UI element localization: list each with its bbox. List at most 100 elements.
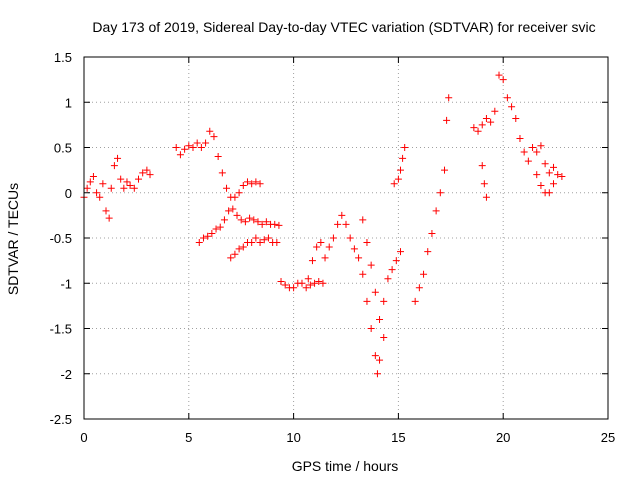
x-tick-label: 10 [286, 430, 300, 445]
data-point [176, 151, 184, 159]
data-point [411, 297, 419, 305]
data-point [197, 144, 205, 151]
data-point [260, 236, 268, 244]
data-point [338, 211, 346, 219]
data-point [315, 277, 323, 285]
data-point [105, 214, 113, 222]
data-point [214, 153, 222, 161]
data-point [401, 144, 409, 151]
data-point [189, 144, 197, 151]
data-point [110, 162, 118, 170]
data-point [396, 248, 404, 256]
data-point [216, 223, 224, 231]
x-tick-label: 20 [496, 430, 510, 445]
data-point [478, 121, 486, 129]
data-point [384, 275, 392, 283]
data-point [181, 145, 189, 153]
data-point [470, 124, 478, 132]
data-point [503, 94, 511, 102]
data-point [533, 171, 541, 179]
data-point [380, 297, 388, 305]
data-point [264, 234, 272, 242]
data-point [545, 169, 553, 177]
data-point [93, 189, 101, 197]
y-tick-label: 1 [65, 95, 72, 110]
data-point [373, 370, 381, 378]
data-point [239, 243, 247, 251]
y-tick-label: -0.5 [50, 231, 72, 246]
data-point [342, 220, 350, 228]
data-point [355, 254, 363, 262]
data-point [172, 144, 180, 151]
data-point [329, 234, 337, 242]
data-point [512, 115, 520, 123]
data-point [508, 103, 516, 111]
data-point [376, 356, 384, 364]
data-point [102, 207, 110, 215]
x-tick-label: 25 [601, 430, 615, 445]
y-tick-label: -2 [60, 367, 72, 382]
data-point [302, 284, 310, 292]
data-point [317, 239, 325, 247]
x-tick-label: 0 [80, 430, 87, 445]
data-point [208, 229, 216, 237]
data-point [298, 279, 306, 287]
data-point [199, 234, 207, 242]
data-point [218, 169, 226, 177]
data-point [308, 257, 316, 265]
data-point [246, 214, 254, 222]
data-point [252, 178, 260, 186]
data-point [346, 234, 354, 242]
data-point [432, 207, 440, 215]
data-point [533, 148, 541, 156]
data-point [223, 184, 231, 192]
data-point [363, 239, 371, 247]
data-point [550, 163, 558, 171]
data-point [229, 205, 237, 213]
data-point [258, 220, 266, 228]
data-point [441, 166, 449, 174]
data-point [281, 281, 289, 289]
data-point [262, 218, 270, 226]
data-point [231, 193, 239, 201]
data-point [499, 76, 507, 84]
data-point [146, 171, 154, 179]
data-point [120, 184, 128, 192]
y-tick-label: -1.5 [50, 322, 72, 337]
data-point [371, 288, 379, 296]
data-point [480, 180, 488, 188]
data-point [239, 182, 247, 190]
data-point [554, 171, 562, 179]
data-point [250, 216, 258, 224]
data-point [256, 180, 264, 188]
data-point [478, 162, 486, 170]
data-point [482, 193, 490, 201]
x-tick-labels: 0 5 10 15 20 25 [80, 430, 615, 445]
axis-ticks [83, 56, 609, 420]
data-point [202, 139, 210, 147]
data-point [371, 352, 379, 360]
data-point [275, 221, 283, 229]
data-point [428, 229, 436, 237]
data-point [99, 180, 107, 188]
y-tick-label: -1 [60, 276, 72, 291]
y-axis-title: SDTVAR / TECUs [5, 183, 21, 295]
data-point [227, 254, 235, 262]
data-point [436, 189, 444, 197]
data-point [83, 184, 91, 192]
data-point [394, 175, 402, 183]
data-point [107, 184, 115, 192]
data-point [210, 133, 218, 141]
data-points [80, 71, 566, 378]
data-point [390, 180, 398, 188]
data-point [273, 239, 281, 247]
chart-title: Day 173 of 2019, Sidereal Day-to-day VTE… [92, 19, 595, 35]
data-point [89, 172, 97, 180]
data-point [424, 248, 432, 256]
data-point [321, 254, 329, 262]
data-point [415, 284, 423, 292]
data-point [139, 169, 147, 177]
data-point [474, 127, 482, 135]
data-point [123, 178, 131, 186]
